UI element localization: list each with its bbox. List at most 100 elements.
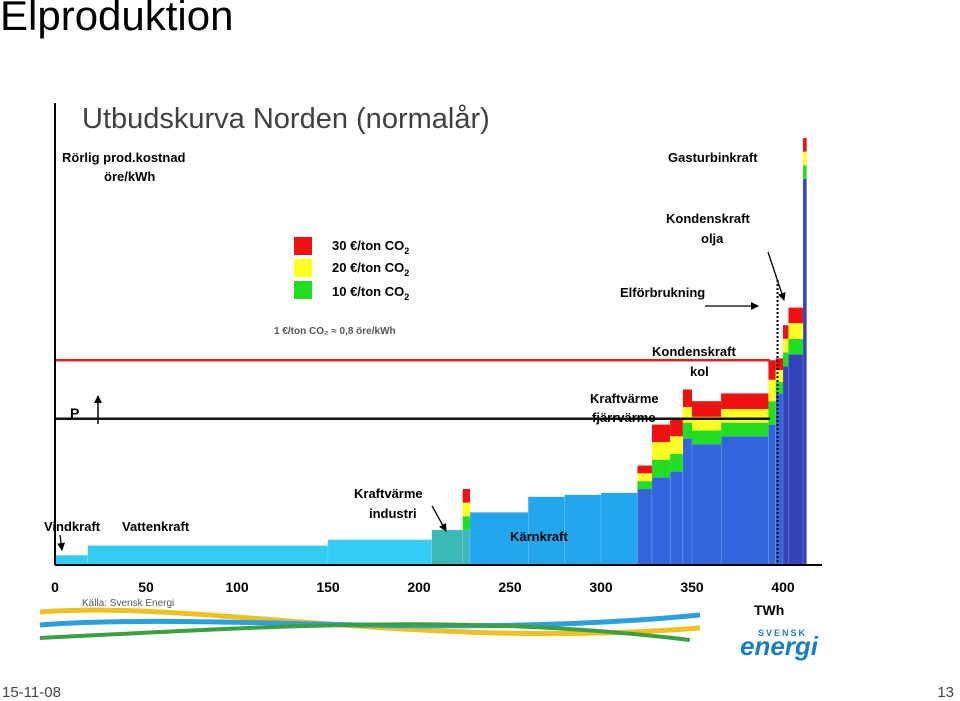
label-kondens-olja-2: olja: [701, 231, 724, 246]
label-kraftvarme-fjarr-1: Kraftvärme: [590, 391, 659, 406]
supply-bar-16: [775, 393, 784, 566]
co2-20-bar-10: [651, 442, 671, 460]
co2-20-bar-11: [670, 436, 683, 454]
co2-10-bar-4: [462, 516, 470, 530]
industri-arrow-icon: [431, 505, 447, 532]
supply-bar-13: [691, 443, 722, 566]
slide-date: 15-11-08: [2, 684, 61, 701]
co2-10-bar-13: [692, 430, 722, 445]
co2-10-bar-15: [768, 401, 776, 425]
x-tick-label-200: 200: [407, 579, 431, 595]
supply-bar-2: [327, 539, 432, 566]
x-tick-label-250: 250: [498, 579, 522, 595]
slide-title: Elproduktion: [0, 0, 234, 39]
x-tick-label-0: 0: [51, 579, 59, 595]
co2-10-bar-9: [637, 481, 652, 489]
co2-20-bar-14: [721, 409, 769, 423]
x-tick-label-300: 300: [589, 579, 613, 595]
x-tick-label-100: 100: [225, 579, 249, 595]
supply-bar-19: [802, 178, 807, 566]
chart-title: Utbudskurva Norden (normalår): [82, 103, 490, 135]
supply-bar-4: [462, 529, 471, 566]
co2-10-bar-12: [682, 422, 692, 439]
source-note: Källa: Svensk Energi: [82, 598, 174, 609]
legend-swatch-20: [294, 259, 312, 277]
supply-bar-17: [782, 365, 789, 566]
x-axis-ticks: 0 50 100 150 200 250 300 350 400: [51, 579, 795, 595]
legend-label-30: 30 €/ton CO2: [332, 238, 409, 256]
co2-20-bar-18: [788, 323, 804, 339]
supply-bar-18: [788, 354, 804, 566]
co2-30-bar-18: [788, 307, 804, 324]
x-axis-label: TWh: [754, 602, 784, 618]
co2-30-bar-11: [670, 418, 683, 437]
supply-bar-8: [600, 492, 638, 566]
co2-30-bar-10: [651, 424, 671, 443]
co2-30-bar-14: [721, 393, 769, 409]
co2-30-bar-16: [775, 358, 783, 370]
supply-bar-9: [637, 488, 653, 566]
x-tick-label-150: 150: [316, 579, 340, 595]
supply-bars: [54, 178, 807, 566]
supply-bar-5: [469, 512, 529, 566]
co2-20-bar-17: [783, 338, 789, 353]
co2-30-bar-4: [462, 488, 470, 503]
co2-10-bar-10: [651, 459, 671, 478]
legend: 30 €/ton CO2 20 €/ton CO2 10 €/ton CO2 1…: [274, 237, 409, 337]
x-tick-label-50: 50: [138, 579, 154, 595]
supply-bar-7: [564, 494, 602, 566]
co2-10-bar-17: [783, 352, 789, 367]
label-gasturbin: Gasturbinkraft: [668, 150, 758, 165]
supply-bar-1: [87, 545, 329, 566]
y-axis-label-line2: öre/kWh: [104, 169, 155, 184]
label-vindkraft: Vindkraft: [44, 519, 101, 534]
supply-bar-14: [720, 436, 769, 566]
co2-30-bar-17: [783, 325, 789, 339]
legend-label-20: 20 €/ton CO2: [332, 260, 409, 278]
vindkraft-arrow-icon: [57, 534, 66, 551]
co2-20-bar-4: [462, 502, 470, 517]
co2-30-bar-19: [803, 137, 807, 152]
supply-bar-10: [651, 477, 671, 566]
co2-10-bar-18: [788, 338, 804, 355]
slide-page-number: 13: [937, 684, 954, 701]
co2-30-bar-12: [682, 389, 692, 408]
supply-bar-3: [431, 529, 463, 566]
co2-30-bar-13: [692, 401, 722, 417]
svensk-energi-logo: SVENSK energi: [740, 628, 819, 661]
y-axis-label-line1: Rörlig prod.kostnad: [62, 150, 186, 165]
supply-bar-0: [54, 555, 88, 566]
legend-swatch-30: [294, 237, 312, 255]
label-elforbrukning: Elförbrukning: [620, 285, 705, 300]
supply-bar-15: [768, 424, 776, 566]
label-kondens-kol-1: Kondenskraft: [652, 344, 736, 359]
co2-10-bar-16: [775, 381, 783, 394]
co2-20-bar-12: [682, 407, 692, 423]
label-vattenkraft: Vattenkraft: [122, 519, 190, 534]
price-label: P: [70, 405, 79, 421]
wave-green: [39, 622, 691, 642]
co2-20-bar-9: [637, 473, 652, 482]
x-tick-label-400: 400: [771, 579, 795, 595]
co2-10-bar-19: [803, 165, 807, 179]
supply-bar-12: [682, 438, 693, 566]
co2-30-bar-9: [637, 465, 652, 474]
co2-20-bar-15: [768, 379, 776, 402]
co2-20-bar-13: [692, 416, 722, 431]
label-kraftvarme-industri-2: industri: [369, 506, 417, 521]
supply-bar-6: [528, 496, 565, 566]
logo-text: energi: [740, 631, 819, 661]
label-karnkraft: Kärnkraft: [510, 529, 568, 544]
label-kondens-olja-1: Kondenskraft: [666, 211, 750, 226]
legend-label-10: 10 €/ton CO2: [332, 284, 409, 302]
conversion-note: 1 €/ton CO₂ ≈ 0,8 öre/kWh: [274, 326, 396, 337]
co2-20-bar-19: [803, 151, 807, 166]
supply-bar-11: [669, 471, 684, 566]
co2-30-bar-15: [768, 360, 776, 380]
co2-20-bar-16: [775, 370, 783, 382]
decorative-waves: [39, 607, 701, 642]
label-kraftvarme-industri-1: Kraftvärme: [354, 486, 423, 501]
co2-10-bar-11: [670, 453, 683, 472]
legend-swatch-10: [294, 281, 312, 299]
